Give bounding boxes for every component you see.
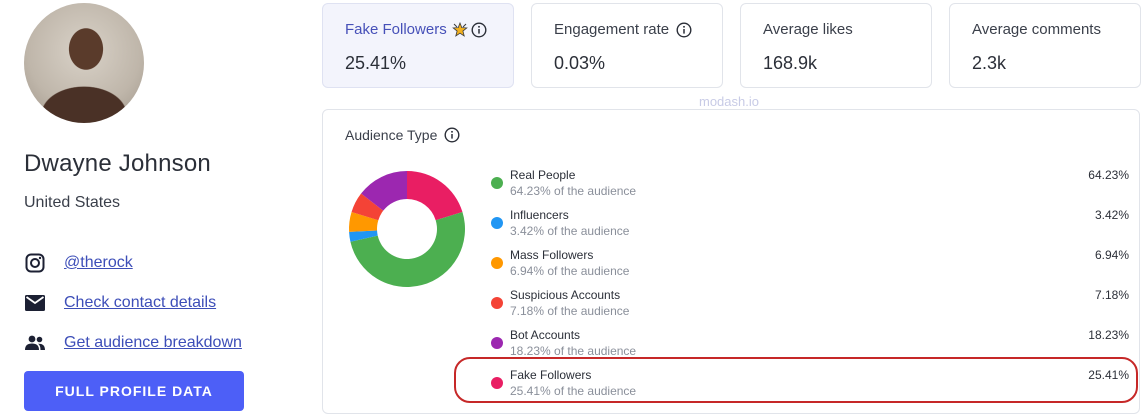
audience-type-title: Audience Type bbox=[345, 127, 438, 143]
legend-percent: 7.18% bbox=[1094, 288, 1129, 302]
instagram-link-row[interactable]: @therock bbox=[24, 251, 133, 275]
fake-followers-highlight bbox=[454, 357, 1138, 403]
legend-name: Bot Accounts bbox=[510, 328, 581, 342]
legend-item: Real People 64.23% of the audience 64.23… bbox=[489, 168, 1129, 202]
stat-value: 168.9k bbox=[763, 53, 818, 73]
stat-label: Engagement rate bbox=[554, 21, 670, 38]
legend-item: Fake Followers 25.41% of the audience 25… bbox=[489, 368, 1129, 402]
legend-item: Suspicious Accounts 7.18% of the audienc… bbox=[489, 288, 1129, 322]
stat-card-average-comments[interactable]: Average comments 2.3k bbox=[949, 3, 1141, 88]
instagram-handle-link[interactable]: @therock bbox=[64, 254, 133, 271]
legend-item: Mass Followers 6.94% of the audience 6.9… bbox=[489, 248, 1129, 282]
legend-dot bbox=[491, 377, 503, 389]
legend-percent: 64.23% bbox=[1088, 168, 1129, 182]
donut-slice-suspicious-accounts bbox=[351, 193, 384, 221]
audience-donut-chart bbox=[349, 171, 465, 287]
legend-sub: 6.94% of the audience bbox=[510, 264, 630, 278]
avatar bbox=[24, 3, 144, 123]
stat-label-row: Fake Followers bbox=[345, 21, 487, 38]
legend-item: Influencers 3.42% of the audience 3.42% bbox=[489, 208, 1129, 242]
legend-name: Suspicious Accounts bbox=[510, 288, 621, 302]
stat-card-engagement-rate[interactable]: Engagement rate 0.03% bbox=[531, 3, 723, 88]
legend-sub: 64.23% of the audience bbox=[510, 184, 637, 198]
stat-value: 25.41% bbox=[345, 53, 407, 73]
info-icon[interactable] bbox=[676, 21, 692, 38]
legend-dot bbox=[491, 177, 503, 189]
mail-icon bbox=[24, 292, 46, 314]
stat-label-row: Average likes bbox=[763, 21, 853, 38]
stat-label: Average comments bbox=[972, 21, 1101, 38]
donut-slice-influencers bbox=[349, 230, 378, 242]
stat-label: Average likes bbox=[763, 21, 853, 38]
legend-dot bbox=[491, 257, 503, 269]
legend-name: Fake Followers bbox=[510, 368, 592, 382]
stat-value: 2.3k bbox=[972, 53, 1007, 73]
watermark: modash.io bbox=[699, 94, 759, 109]
legend-percent: 25.41% bbox=[1088, 368, 1129, 382]
profile-name: Dwayne Johnson bbox=[24, 150, 211, 177]
legend-sub: 18.23% of the audience bbox=[510, 344, 637, 358]
donut-slice-real-people bbox=[350, 211, 465, 287]
check-contact-details-link[interactable]: Check contact details bbox=[64, 294, 217, 311]
legend-percent: 3.42% bbox=[1094, 208, 1129, 222]
donut-slice-bot-accounts bbox=[361, 171, 407, 211]
instagram-icon bbox=[24, 252, 46, 274]
full-profile-data-button[interactable]: FULL PROFILE DATA bbox=[24, 371, 244, 411]
contact-link-row[interactable]: Check contact details bbox=[24, 291, 216, 315]
legend-dot bbox=[491, 297, 503, 309]
donut-slice-fake-followers bbox=[407, 171, 463, 221]
legend-sub: 7.18% of the audience bbox=[510, 304, 630, 318]
stat-label: Fake Followers bbox=[345, 21, 447, 38]
legend-name: Mass Followers bbox=[510, 248, 594, 262]
info-icon[interactable] bbox=[471, 21, 487, 38]
legend-name: Influencers bbox=[510, 208, 569, 222]
legend-percent: 18.23% bbox=[1088, 328, 1129, 342]
info-icon[interactable] bbox=[444, 127, 460, 143]
people-icon bbox=[24, 332, 46, 354]
legend-item: Bot Accounts 18.23% of the audience 18.2… bbox=[489, 328, 1129, 362]
stat-label-row: Average comments bbox=[972, 21, 1101, 38]
stat-card-fake-followers[interactable]: Fake Followers 25.41% bbox=[322, 3, 514, 88]
legend-sub: 3.42% of the audience bbox=[510, 224, 630, 238]
legend-dot bbox=[491, 337, 503, 349]
get-audience-breakdown-link[interactable]: Get audience breakdown bbox=[64, 334, 242, 351]
stat-label-row: Engagement rate bbox=[554, 21, 692, 38]
panel-title-row: Audience Type bbox=[345, 127, 460, 143]
legend-name: Real People bbox=[510, 168, 576, 182]
audience-type-panel: Audience Type Real People 64.23% of the … bbox=[322, 109, 1140, 414]
donut-slice-mass-followers bbox=[349, 211, 379, 232]
stat-card-average-likes[interactable]: Average likes 168.9k bbox=[740, 3, 932, 88]
legend-sub: 25.41% of the audience bbox=[510, 384, 637, 398]
audience-link-row[interactable]: Get audience breakdown bbox=[24, 331, 242, 355]
legend-dot bbox=[491, 217, 503, 229]
star-badge-icon bbox=[451, 21, 468, 38]
stat-value: 0.03% bbox=[554, 53, 606, 73]
profile-country: United States bbox=[24, 194, 121, 211]
legend-percent: 6.94% bbox=[1094, 248, 1129, 262]
